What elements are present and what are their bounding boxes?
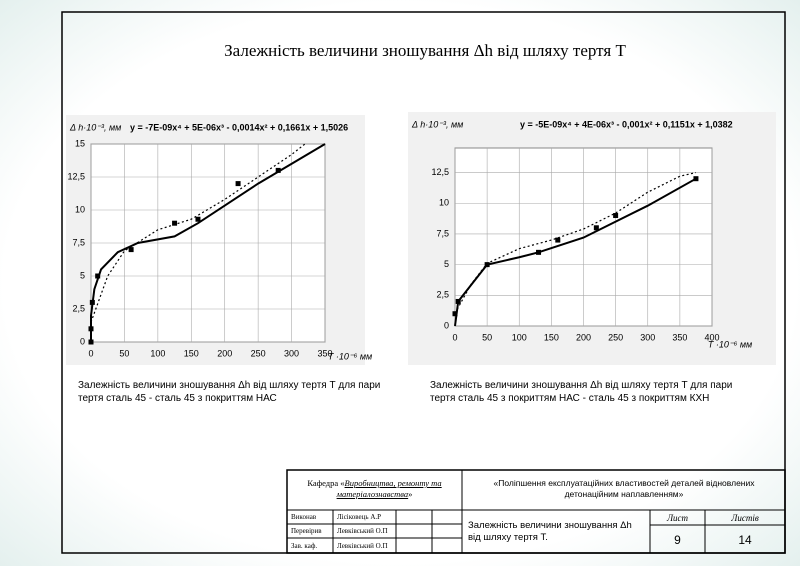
- x-tick-label: 50: [119, 348, 129, 358]
- x-tick-label: 100: [512, 332, 527, 342]
- y-tick-label: 15: [75, 138, 85, 148]
- x-tick-label: 350: [672, 332, 687, 342]
- person: Левківський О.П: [337, 527, 388, 535]
- data-point: [693, 176, 699, 182]
- x-tick-label: 300: [640, 332, 655, 342]
- y-tick-label: 10: [75, 204, 85, 214]
- sheet-title: Залежність величини зношування Δh від шл…: [468, 520, 632, 543]
- y-tick-label: 7,5: [72, 237, 85, 247]
- data-point: [195, 216, 201, 222]
- sheets-number: 14: [738, 533, 752, 547]
- caption: Залежність величини зношування Δh від шл…: [78, 380, 381, 404]
- x-tick-label: 150: [184, 348, 199, 358]
- y-tick-label: 5: [80, 270, 85, 280]
- y-tick-label: 0: [80, 336, 85, 346]
- equation: y = -7E-09x⁴ + 5E-06x³ - 0,0014x² + 0,16…: [130, 122, 348, 132]
- y-tick-label: 10: [439, 198, 449, 208]
- data-point: [95, 273, 101, 279]
- project: «Поліпшення експлуатаційних властивостей…: [493, 478, 755, 499]
- x-tick-label: 0: [88, 348, 93, 358]
- trend-line: [90, 143, 306, 323]
- x-tick-label: 200: [217, 348, 232, 358]
- data-point: [88, 326, 94, 332]
- equation: y = -5E-09x⁴ + 4E-06x³ - 0,001x² + 0,115…: [520, 119, 733, 129]
- y-tick-label: 12,5: [431, 167, 449, 177]
- x-tick-label: 250: [251, 348, 266, 358]
- data-point: [455, 298, 461, 304]
- data-point: [88, 339, 94, 345]
- title: Залежність величини зношування Δh від шл…: [224, 41, 626, 60]
- x-tick-label: 100: [150, 348, 165, 358]
- role: Зав. каф.: [291, 542, 318, 550]
- y-tick-label: 0: [444, 320, 449, 330]
- data-point: [275, 167, 281, 173]
- y-axis-label: Δ h·10⁻³, мм: [411, 119, 463, 129]
- stamp-lines: [286, 469, 786, 554]
- x-tick-label: 300: [284, 348, 299, 358]
- sheet-number: 9: [674, 533, 681, 547]
- sheets-label: Листів: [731, 513, 759, 523]
- caption: Залежність величини зношування Δh від шл…: [430, 380, 733, 404]
- role: Перевірив: [291, 527, 322, 535]
- person: Левківський О.П: [337, 542, 388, 550]
- x-tick-label: 150: [544, 332, 559, 342]
- department-prefix: Кафедра «: [307, 478, 345, 488]
- data-point: [555, 237, 561, 243]
- y-tick-label: 12,5: [67, 171, 85, 181]
- data-point: [452, 311, 458, 317]
- data-point: [235, 181, 241, 187]
- x-tick-label: 50: [482, 332, 492, 342]
- trend-line: [454, 171, 697, 314]
- data-point: [484, 262, 490, 268]
- data-point: [89, 299, 95, 305]
- department-name: Виробництва, ремонту та матеріалознавств…: [336, 478, 442, 499]
- y-tick-label: 2,5: [72, 303, 85, 313]
- department: Кафедра «Виробництва, ремонту та матеріа…: [292, 478, 457, 500]
- x-axis-label: T ·10⁻⁶ мм: [708, 339, 752, 349]
- y-tick-label: 5: [444, 259, 449, 269]
- x-tick-label: 350: [317, 348, 332, 358]
- role: Виконав: [291, 513, 317, 521]
- data-point: [172, 220, 178, 226]
- y-tick-label: 7,5: [436, 228, 449, 238]
- y-tick-label: 2,5: [436, 290, 449, 300]
- data-point: [593, 225, 599, 231]
- x-tick-label: 400: [704, 332, 719, 342]
- data-point: [128, 247, 134, 253]
- data-line: [454, 177, 697, 327]
- sheet-label: Лист: [666, 513, 689, 523]
- x-tick-label: 250: [608, 332, 623, 342]
- x-axis-label: T ·10⁻⁶ мм: [328, 351, 372, 361]
- x-tick-label: 200: [576, 332, 591, 342]
- person: Лісіковець А.Р: [337, 513, 382, 521]
- data-point: [536, 249, 542, 255]
- department-suffix: »: [408, 489, 413, 499]
- y-axis-label: Δ h·10⁻³, мм: [69, 122, 121, 132]
- data-point: [613, 213, 619, 219]
- x-tick-label: 0: [452, 332, 457, 342]
